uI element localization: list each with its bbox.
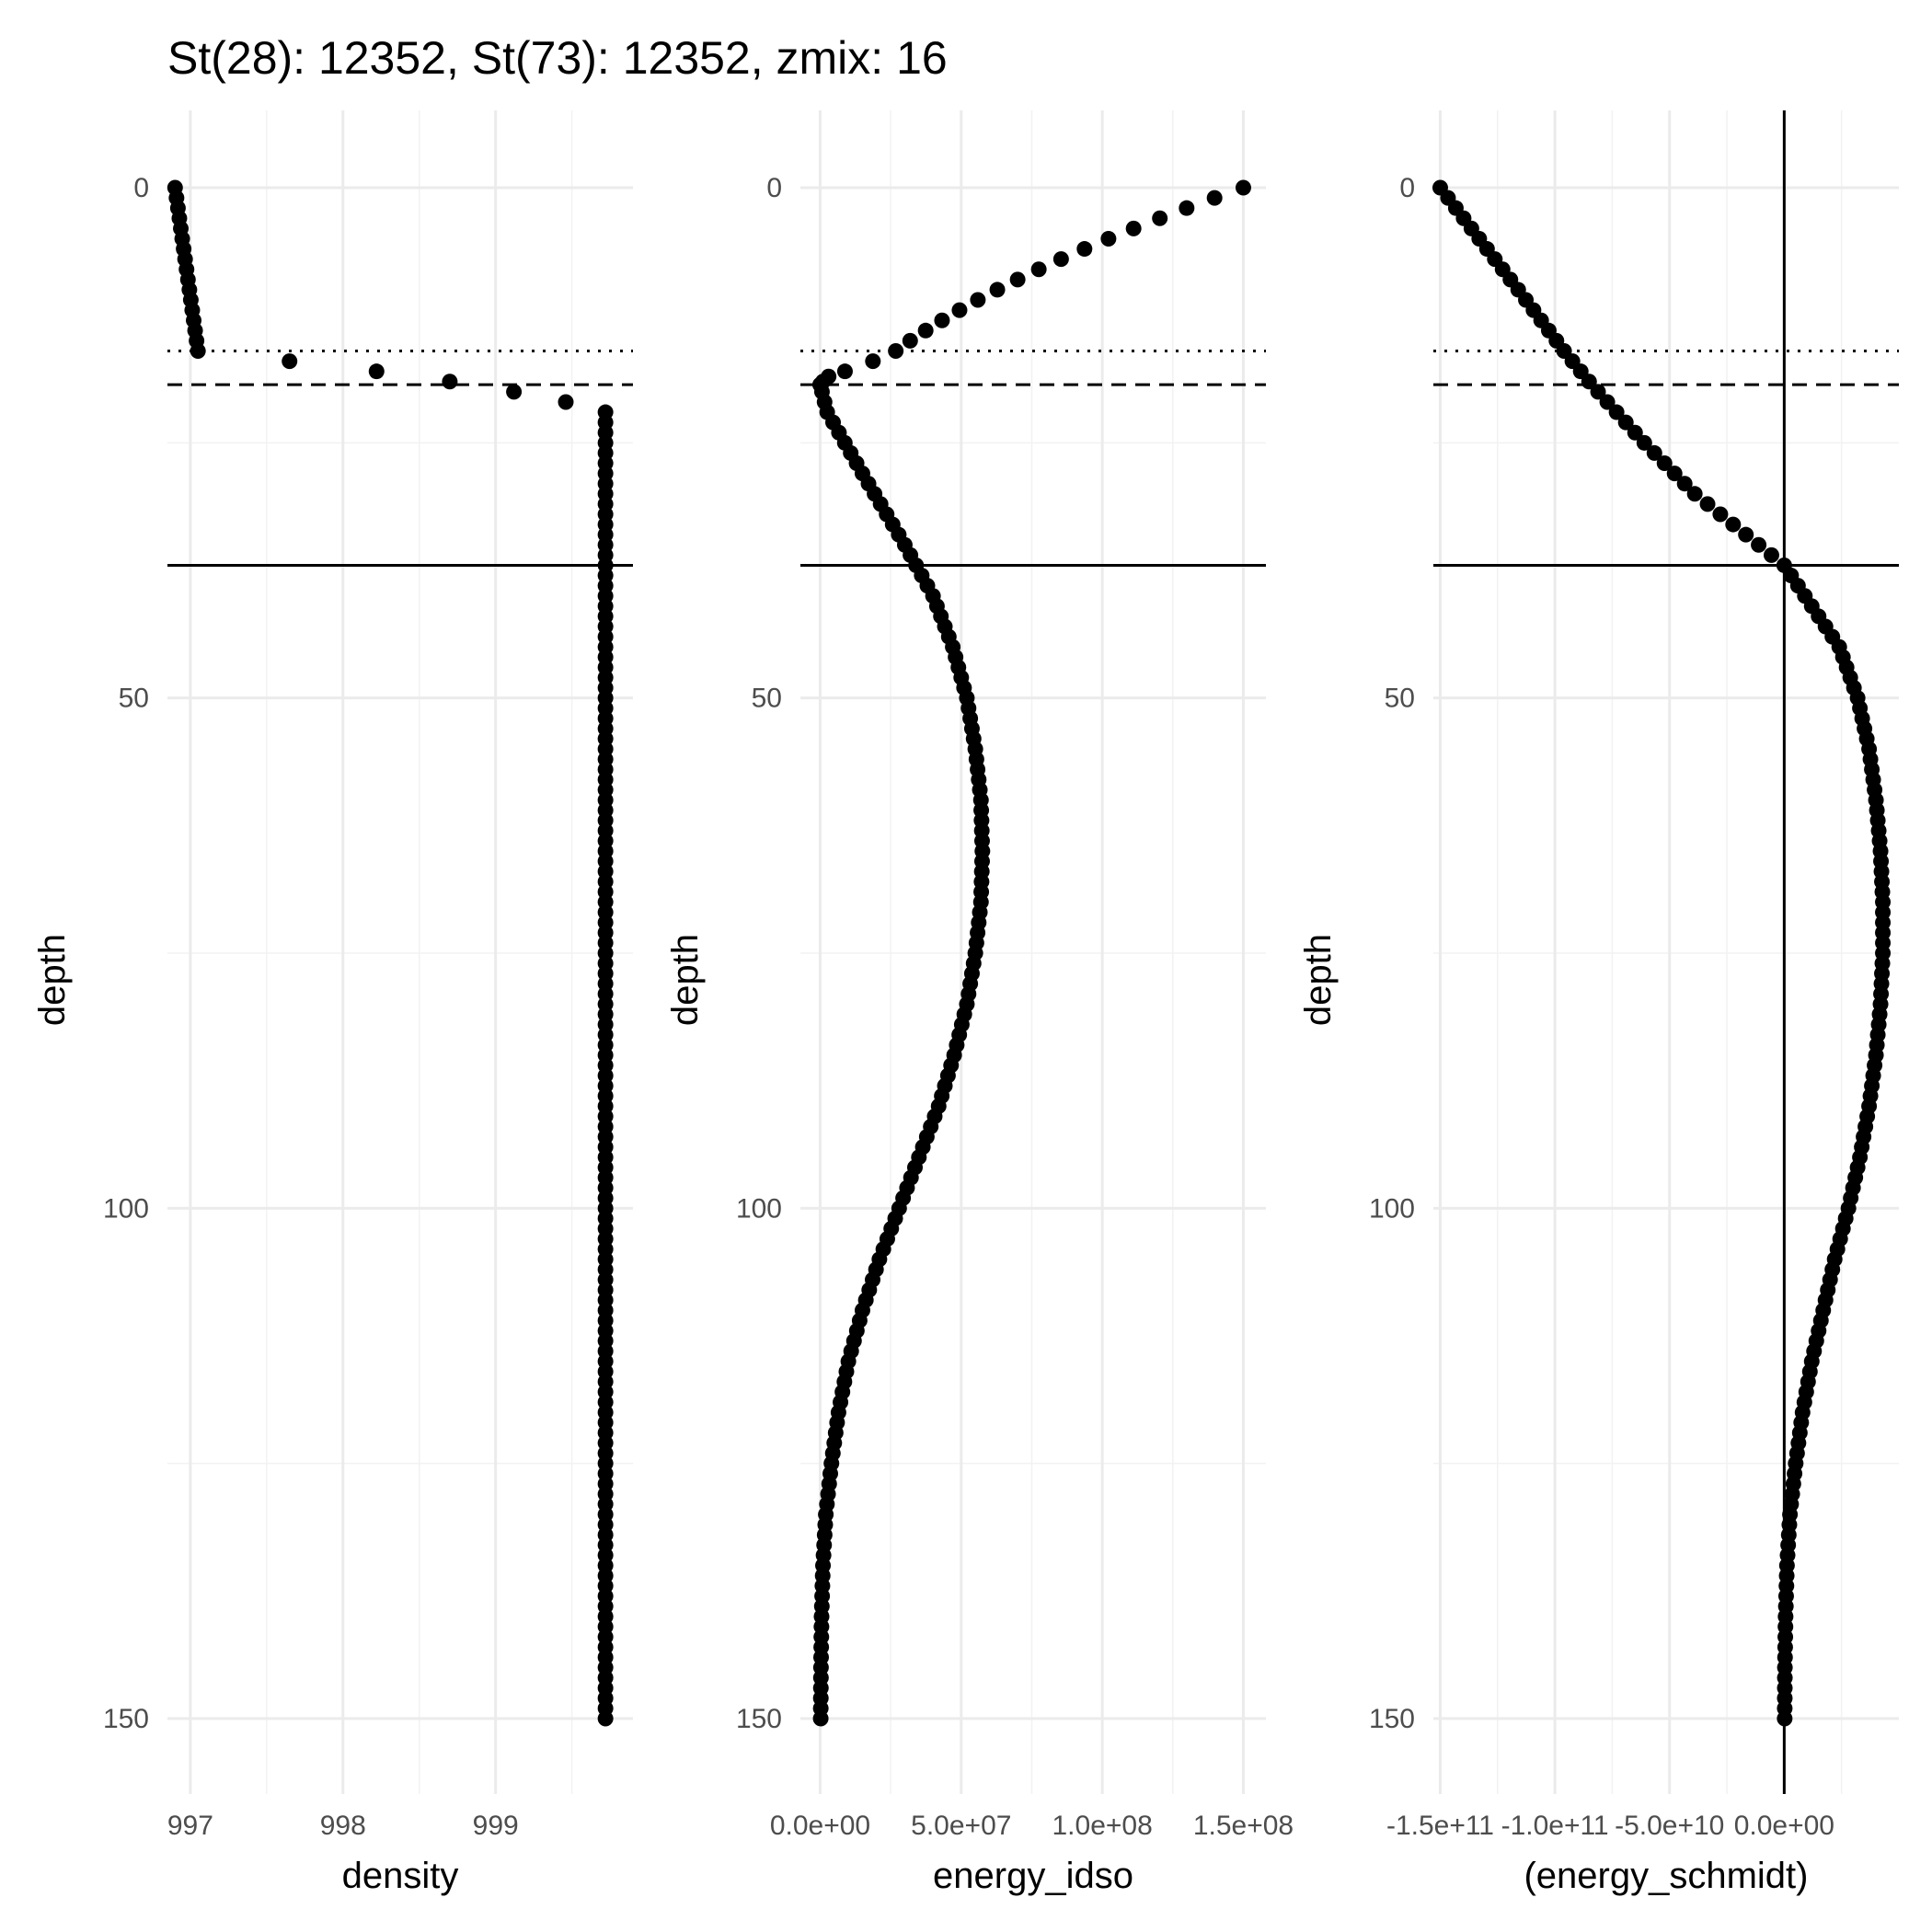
data-point — [1636, 434, 1652, 451]
x-tick-label: 997 — [167, 1811, 213, 1841]
data-point — [1076, 241, 1093, 258]
data-point — [1763, 546, 1779, 563]
y-tick-label: 150 — [103, 1704, 149, 1734]
data-point — [1009, 271, 1026, 288]
data-point — [1699, 496, 1716, 512]
data-point — [1666, 466, 1683, 482]
data-point — [1581, 374, 1597, 390]
data-point — [836, 363, 853, 380]
y-tick-label: 0 — [133, 173, 149, 203]
x-tick-label: -1.5e+11 — [1386, 1811, 1494, 1841]
x-tick-label: 0.0e+00 — [1734, 1811, 1834, 1841]
data-point — [1751, 536, 1767, 553]
data-point — [1030, 261, 1047, 278]
data-point — [1725, 516, 1742, 533]
energy-schmidt-panel: 0 50 100 150 -1.5e+11 -1.0e+11 -5.0e+10 0.0e+00… — [1298, 110, 1899, 1896]
data-point — [1686, 486, 1703, 502]
y-axis-label: depth — [32, 934, 73, 1026]
data-point — [1152, 210, 1168, 226]
data-point — [1235, 179, 1251, 196]
data-point — [1656, 455, 1673, 472]
x-tick-label: 1.5e+08 — [1193, 1811, 1294, 1841]
y-tick-label: 100 — [1369, 1193, 1415, 1224]
x-axis-label: energy_idso — [933, 1856, 1133, 1896]
x-tick-label: 998 — [320, 1811, 366, 1841]
y-tick-label: 0 — [1399, 173, 1415, 203]
density-panel: 0 50 100 150 997 998 999 density depth — [32, 110, 633, 1896]
data-point — [1627, 424, 1643, 441]
data-point — [558, 394, 574, 410]
data-point — [951, 302, 968, 318]
x-tick-label: -1.0e+11 — [1501, 1811, 1609, 1841]
y-tick-label: 150 — [1369, 1704, 1415, 1734]
data-point — [934, 312, 950, 328]
data-point — [1179, 200, 1195, 216]
data-point — [1712, 506, 1729, 523]
y-tick-label: 50 — [119, 684, 149, 714]
x-tick-label: 1.0e+08 — [1052, 1811, 1152, 1841]
x-tick-label: 999 — [473, 1811, 519, 1841]
data-point — [1100, 230, 1117, 247]
x-tick-label: 5.0e+07 — [911, 1811, 1011, 1841]
data-point — [970, 292, 986, 308]
energy-idso-panel: 0 50 100 150 0.0e+00 5.0e+07 1.0e+08 1.5e+08 ene… — [665, 110, 1294, 1896]
data-point — [812, 1710, 829, 1727]
data-point — [368, 363, 385, 380]
x-axis-label: density — [342, 1856, 459, 1896]
data-point — [1617, 414, 1634, 431]
x-tick-label: -5.0e+10 — [1615, 1811, 1724, 1841]
data-point — [1590, 384, 1606, 400]
y-tick-label: 50 — [1385, 684, 1415, 714]
data-point — [597, 1710, 614, 1727]
data-point — [888, 342, 904, 359]
data-point — [1599, 394, 1616, 410]
data-point — [1646, 444, 1662, 461]
data-point — [989, 282, 1006, 298]
data-point — [1777, 1710, 1793, 1727]
x-tick-label: 0.0e+00 — [770, 1811, 870, 1841]
y-tick-label: 0 — [766, 173, 782, 203]
data-point — [1206, 190, 1223, 206]
data-point — [442, 374, 458, 390]
y-axis-label: depth — [665, 934, 706, 1026]
data-point — [1676, 476, 1693, 492]
data-point — [865, 353, 881, 370]
data-point — [190, 342, 206, 359]
data-point — [1608, 404, 1625, 420]
data-point — [506, 384, 523, 400]
data-point — [1738, 526, 1754, 543]
y-tick-label: 100 — [103, 1193, 149, 1224]
data-point — [1052, 251, 1069, 268]
y-tick-label: 50 — [752, 684, 782, 714]
data-point — [282, 353, 298, 370]
data-point — [1125, 220, 1142, 236]
y-tick-label: 150 — [736, 1704, 782, 1734]
y-tick-label: 100 — [736, 1193, 782, 1224]
data-point — [902, 332, 918, 349]
data-point — [917, 322, 934, 339]
chart-title: St(28): 12352, St(73): 12352, zmix: 16 — [167, 32, 948, 84]
x-axis-label: (energy_schmidt) — [1524, 1856, 1808, 1896]
y-axis-label: depth — [1298, 934, 1339, 1026]
